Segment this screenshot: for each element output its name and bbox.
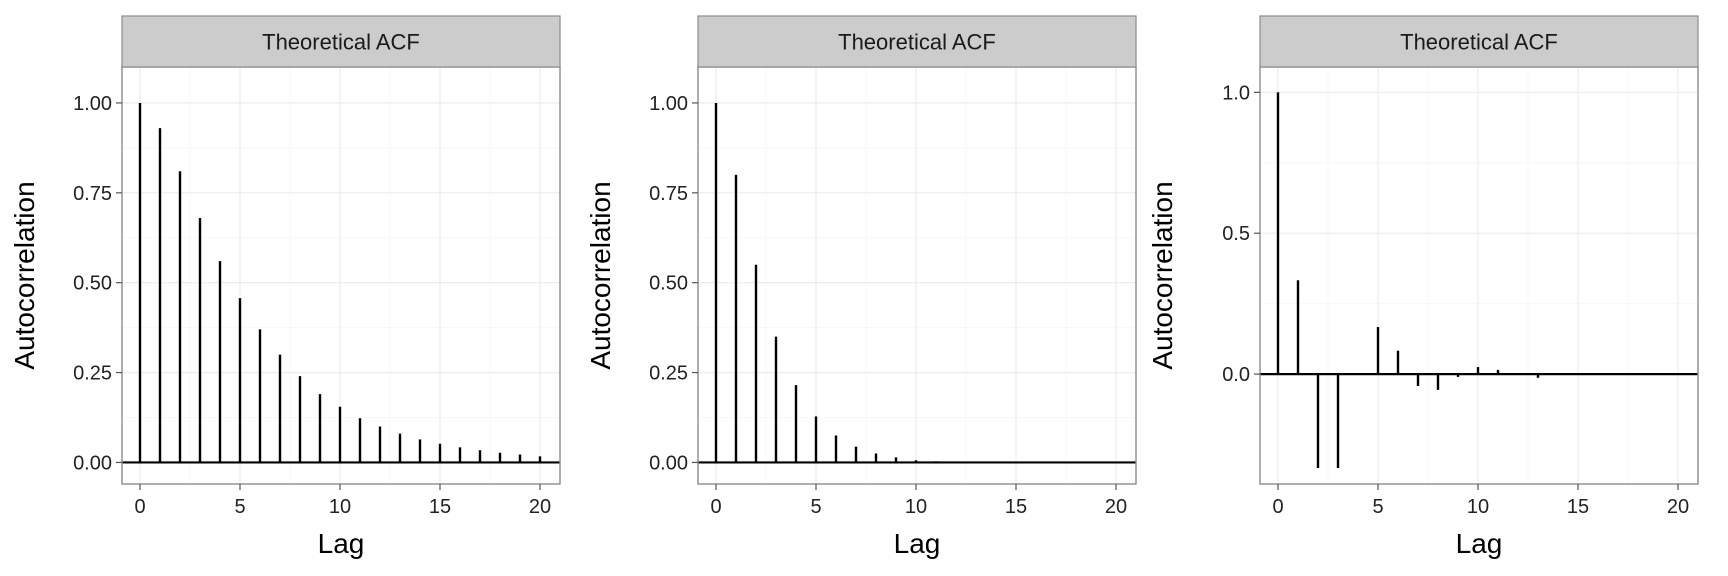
y-tick-label: 0.75 [649, 183, 688, 205]
acf-panel-3: Theoretical ACF 0 5 10 15 20 0.0 0.5 1.0 Lag Autoc… [1147, 15, 1699, 559]
x-axis-title: Lag [894, 528, 941, 559]
x-tick-label: 15 [1005, 496, 1027, 518]
y-tick-label: 0.75 [73, 183, 112, 205]
panel-background [698, 67, 1136, 484]
x-axis-title: Lag [1456, 528, 1503, 559]
x-tick-label: 5 [810, 496, 821, 518]
y-tick-label: 1.00 [649, 93, 688, 115]
x-axis-title: Lag [318, 528, 365, 559]
x-tick-label: 15 [429, 496, 451, 518]
x-tick-label: 5 [1372, 496, 1383, 518]
x-tick-label: 10 [329, 496, 351, 518]
y-axis-title: Autocorrelation [9, 181, 40, 369]
y-axis-title: Autocorrelation [585, 181, 616, 369]
facet-strip [697, 15, 1137, 68]
y-tick-label: 0.25 [73, 363, 112, 385]
facet-strip [121, 15, 561, 68]
y-tick-label: 0.25 [649, 363, 688, 385]
x-tick-label: 10 [1467, 496, 1489, 518]
acf-panel-2: Theoretical ACF 0 5 10 15 20 0.00 0.25 0.50 0.75 1… [585, 15, 1137, 559]
facet-strip-title: Theoretical ACF [1400, 30, 1558, 55]
y-tick-label: 0.50 [649, 273, 688, 295]
y-tick-label: 1.00 [73, 93, 112, 115]
x-tick-label: 10 [905, 496, 927, 518]
acf-panel-1: Theoretical ACF 0 5 10 15 20 0.00 0.25 0.50 0.75 1… [9, 15, 561, 559]
y-axis-title: Autocorrelation [1147, 181, 1178, 369]
y-tick-label: 0.50 [73, 273, 112, 295]
x-tick-label: 5 [234, 496, 245, 518]
x-tick-label: 0 [710, 496, 721, 518]
y-tick-label: 0.5 [1222, 223, 1250, 245]
x-tick-label: 0 [1272, 496, 1283, 518]
x-tick-label: 20 [529, 496, 551, 518]
x-tick-label: 20 [1105, 496, 1127, 518]
facet-strip [1259, 15, 1699, 68]
y-tick-label: 0.00 [73, 452, 112, 474]
y-tick-label: 0.00 [649, 452, 688, 474]
x-tick-label: 20 [1667, 496, 1689, 518]
y-tick-label: 1.0 [1222, 82, 1250, 104]
facet-strip-title: Theoretical ACF [838, 30, 996, 55]
y-tick-label: 0.0 [1222, 364, 1250, 386]
x-tick-label: 0 [134, 496, 145, 518]
x-tick-label: 15 [1567, 496, 1589, 518]
facet-strip-title: Theoretical ACF [262, 30, 420, 55]
panel-background [1260, 67, 1698, 484]
